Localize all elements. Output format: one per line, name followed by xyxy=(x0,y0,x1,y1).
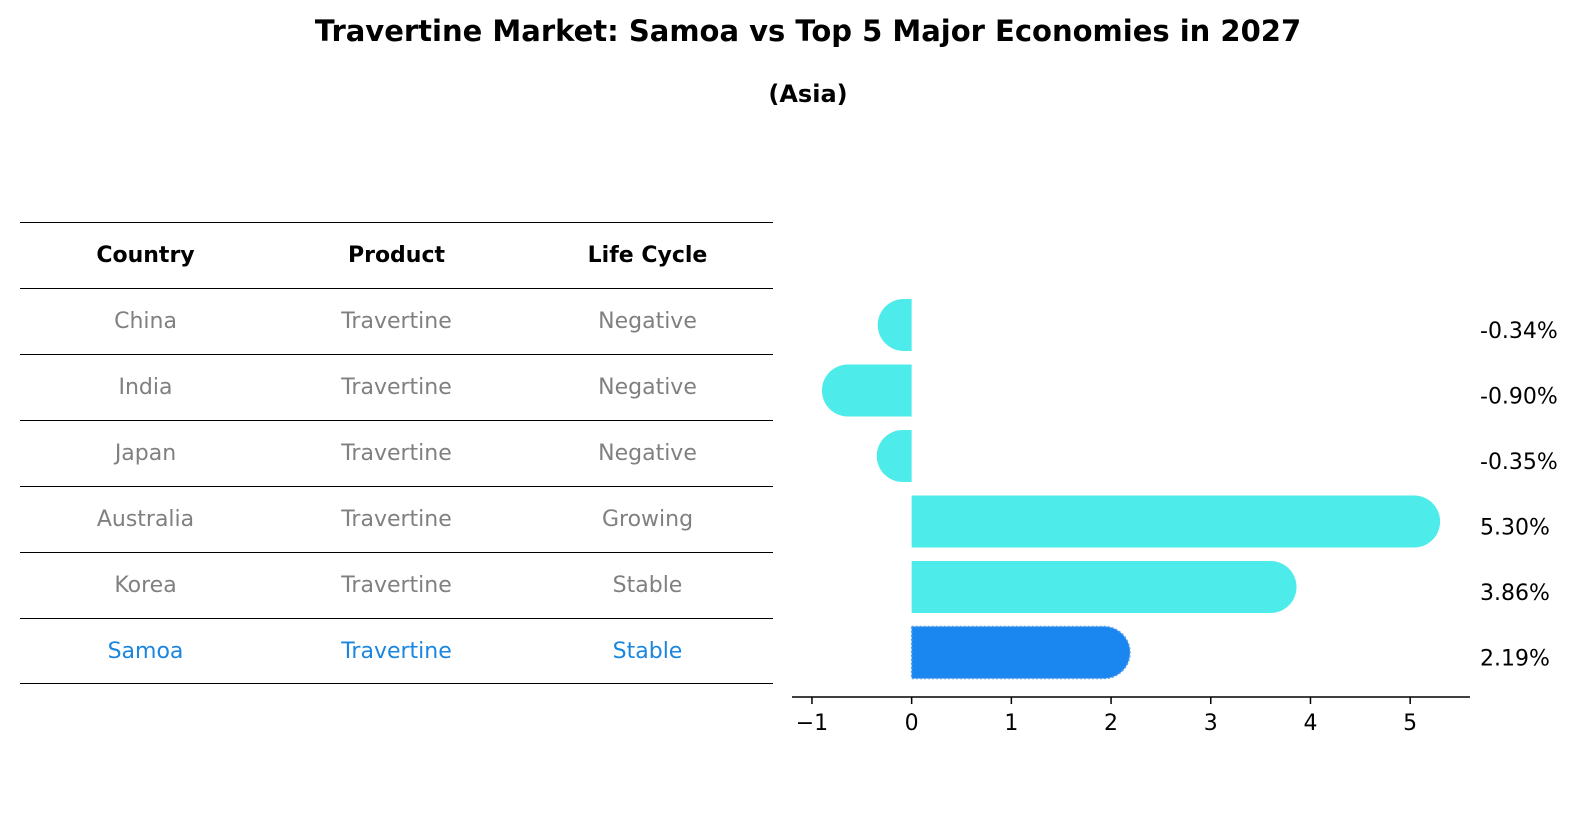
header-product: Product xyxy=(347,243,446,268)
value-label: 5.30% xyxy=(1480,516,1550,541)
bar-highlight-outline xyxy=(910,625,1131,680)
table-header-row: Country Product Life Cycle xyxy=(20,222,773,288)
table-row: Korea Travertine Stable xyxy=(20,552,773,618)
header-country: Country xyxy=(96,243,195,268)
table-row: China Travertine Negative xyxy=(20,288,773,354)
table-row-highlight: Samoa Travertine Stable xyxy=(20,618,773,684)
x-tick-label: 2 xyxy=(1104,711,1118,736)
bar-india xyxy=(821,364,912,417)
cell-life-cycle: Stable xyxy=(612,638,683,664)
cell-product: Travertine xyxy=(341,309,452,334)
value-label: -0.90% xyxy=(1480,385,1558,410)
cell-country: Korea xyxy=(114,573,177,598)
cell-life-cycle: Growing xyxy=(601,507,694,532)
x-tick-label: 4 xyxy=(1303,711,1317,736)
cell-country: China xyxy=(114,309,177,334)
cell-product: Travertine xyxy=(341,507,452,532)
bar-china xyxy=(877,299,912,351)
x-tick-label: 1 xyxy=(1004,711,1018,736)
bar-korea xyxy=(911,561,1297,613)
bar-samoa xyxy=(911,626,1131,679)
bar-australia xyxy=(911,495,1441,548)
x-tick-label: 0 xyxy=(905,711,919,736)
cell-country: Australia xyxy=(96,507,195,532)
table-row: Japan Travertine Negative xyxy=(20,420,773,486)
value-label: 3.86% xyxy=(1480,581,1550,606)
chart-subtitle: (Asia) xyxy=(768,80,848,108)
cell-country: India xyxy=(118,375,173,400)
bar-japan xyxy=(876,430,912,482)
x-tick-label: −1 xyxy=(796,711,828,736)
cell-country: Samoa xyxy=(107,638,184,664)
table-row: Australia Travertine Growing xyxy=(20,486,773,552)
cell-life-cycle: Negative xyxy=(598,309,697,334)
cell-product: Travertine xyxy=(341,573,452,598)
market-table: Country Product Life Cycle China Travert… xyxy=(20,222,773,684)
header-life-cycle: Life Cycle xyxy=(587,243,708,268)
x-tick-label: 5 xyxy=(1403,711,1417,736)
x-tick-label: 3 xyxy=(1204,711,1218,736)
cell-product: Travertine xyxy=(341,375,452,400)
table-row: India Travertine Negative xyxy=(20,354,773,420)
value-label: -0.35% xyxy=(1480,450,1558,475)
cell-product: Travertine xyxy=(341,638,452,664)
value-label: 2.19% xyxy=(1480,647,1550,672)
cell-country: Japan xyxy=(114,441,177,466)
chart-title: Travertine Market: Samoa vs Top 5 Major … xyxy=(314,14,1302,48)
cell-life-cycle: Negative xyxy=(598,441,697,466)
cell-life-cycle: Stable xyxy=(612,573,683,598)
cell-life-cycle: Negative xyxy=(598,375,697,400)
value-label: -0.34% xyxy=(1480,319,1558,344)
cell-product: Travertine xyxy=(341,441,452,466)
